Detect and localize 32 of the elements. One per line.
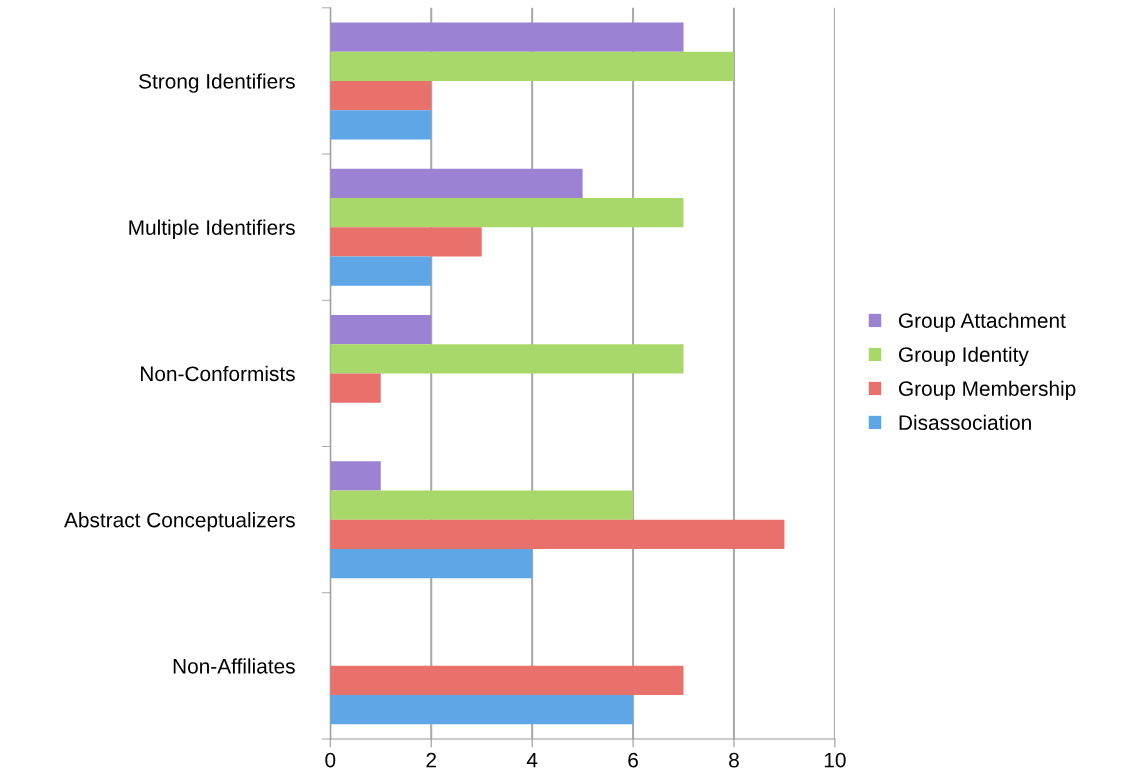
bar bbox=[330, 548, 533, 579]
x-tick-label: 4 bbox=[526, 752, 538, 768]
bar bbox=[330, 110, 432, 140]
y-tick-label: Non-Conformists bbox=[141, 365, 295, 382]
legend-label: Group Identity bbox=[898, 346, 1029, 367]
bar bbox=[330, 51, 734, 81]
y-tick-label: Abstract Conceptualizers bbox=[64, 512, 295, 532]
legend-label: Group Attachment bbox=[898, 312, 1066, 333]
bar bbox=[330, 314, 432, 345]
bar bbox=[330, 665, 684, 696]
legend-label: Disassociation bbox=[899, 414, 1031, 430]
bar bbox=[330, 695, 634, 725]
bar bbox=[330, 227, 482, 257]
bar bbox=[330, 22, 684, 52]
bar bbox=[330, 490, 634, 520]
bar bbox=[330, 519, 785, 549]
bar bbox=[330, 461, 381, 491]
x-tick-label: 6 bbox=[628, 752, 638, 768]
y-tick-label: Non-Affiliates bbox=[173, 658, 295, 674]
bar bbox=[330, 256, 432, 286]
bar bbox=[330, 80, 432, 111]
x-tick-label: 0 bbox=[325, 752, 336, 768]
bar bbox=[330, 373, 381, 403]
x-tick-label: 2 bbox=[426, 752, 436, 768]
bar bbox=[330, 197, 684, 228]
bar bbox=[330, 168, 583, 198]
y-tick-label: Multiple Identifiers bbox=[129, 219, 295, 240]
y-tick-label: Strong Identifiers bbox=[139, 73, 295, 93]
legend-label: Group Membership bbox=[898, 380, 1076, 401]
x-tick-label: 8 bbox=[729, 752, 739, 768]
x-tick-label: 10 bbox=[824, 752, 846, 768]
bar bbox=[330, 344, 684, 374]
